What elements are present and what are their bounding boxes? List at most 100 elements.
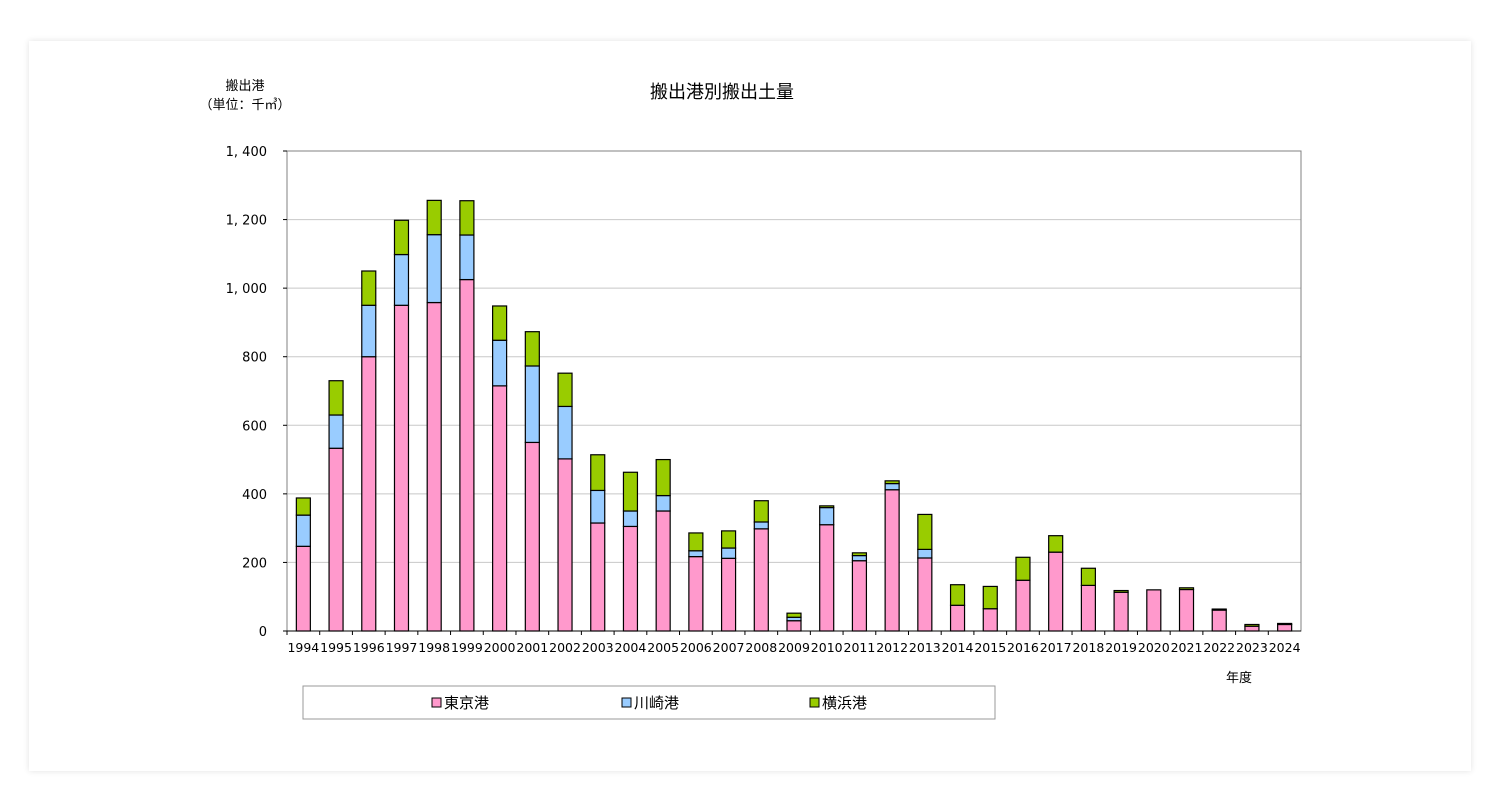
bar-segment [851, 554, 868, 562]
bar-segment [982, 608, 998, 632]
x-tick-label: 2004 [615, 640, 647, 655]
bar-segment [949, 604, 966, 632]
y-tick-label: 1, 400 [226, 145, 267, 160]
bar-segment [1015, 579, 1031, 632]
bar-segment [1113, 589, 1129, 593]
bar-segment [786, 612, 802, 618]
x-tick-label: 2016 [1007, 640, 1039, 655]
bar-segment [1048, 535, 1064, 553]
bar-segment [459, 234, 475, 281]
bar-segment [720, 557, 737, 632]
bar-segment [786, 620, 802, 632]
bar-segment [622, 510, 639, 528]
x-tick-label: 2001 [516, 640, 548, 655]
bar-segment [557, 372, 573, 408]
legend-label: 川崎港 [634, 694, 679, 712]
x-tick-label: 1994 [287, 640, 319, 655]
x-tick-label: 2012 [876, 640, 908, 655]
chart-title: 搬出港別搬出土量 [650, 82, 794, 103]
bar-segment [557, 405, 573, 460]
legend: 東京港 川崎港 横浜港 [431, 694, 867, 712]
legend-swatch [809, 697, 820, 708]
legend-box [302, 685, 996, 720]
legend-swatch [431, 697, 442, 708]
bar-segment [328, 380, 344, 416]
y-tick-label: 1, 000 [226, 282, 267, 297]
bar-segment [1080, 567, 1096, 586]
y-tick-label: 200 [242, 556, 267, 571]
y-axis-label-line1: 搬出港 [225, 79, 264, 94]
bar-segment [393, 219, 410, 256]
bar-segment [949, 584, 966, 606]
x-tick-label: 2019 [1105, 640, 1137, 655]
bar-segment [524, 441, 540, 632]
x-tick-label: 2022 [1203, 640, 1235, 655]
bar-segment [884, 482, 900, 491]
bar-segment [917, 513, 933, 551]
bar-segment [1178, 588, 1195, 632]
bar-segment [1277, 623, 1293, 632]
bar-segment [1113, 591, 1129, 632]
bar-segment [982, 585, 998, 610]
bar-segment [655, 494, 671, 512]
x-tick-labels: 1994 1995 1996 1997 1998 1999 2000 2001 2002 2003… [286, 631, 1301, 655]
bar-segment [688, 555, 704, 632]
bar-segment [426, 301, 442, 632]
bar-segment [328, 414, 344, 449]
bars [295, 199, 1293, 632]
y-tick-label: 800 [242, 351, 267, 366]
bar-segment [753, 528, 769, 632]
y-tick-label: 0 [259, 625, 267, 640]
bar-segment [1178, 587, 1195, 591]
bar-segment [328, 447, 344, 632]
x-tick-label: 2020 [1138, 640, 1170, 655]
bar-segment [917, 548, 933, 559]
bar-segment [819, 506, 835, 526]
x-tick-label: 2023 [1236, 640, 1268, 655]
x-tick-label: 2009 [778, 640, 810, 655]
bar-segment [819, 505, 835, 509]
bar-segment [753, 500, 769, 523]
legend-label: 横浜港 [822, 694, 867, 712]
x-tick-label: 2017 [1040, 640, 1072, 655]
x-tick-label: 1998 [418, 640, 450, 655]
bar-segment [1211, 609, 1227, 632]
bar-segment [459, 278, 475, 632]
x-tick-label: 2015 [974, 640, 1006, 655]
bar-segment [393, 304, 410, 632]
y-tick-labels: 0 200 400 600 800 1, 000 1, 200 1, 400 [226, 145, 287, 640]
x-tick-label: 2006 [680, 640, 712, 655]
bar-segment [492, 305, 508, 341]
bar-segment [361, 304, 377, 358]
bar-segment [1277, 622, 1293, 626]
bar-segment [851, 560, 868, 632]
bar-segment [361, 270, 377, 306]
bar-segment [590, 489, 606, 524]
bar-segment [688, 532, 704, 552]
gridlines [287, 219, 1301, 563]
x-tick-label: 1995 [320, 640, 352, 655]
legend-swatch [621, 697, 632, 708]
x-tick-label: 2005 [647, 640, 679, 655]
bar-segment [524, 331, 540, 367]
bar-segment [884, 480, 900, 485]
bar-segment [426, 199, 442, 236]
bar-segment [361, 356, 377, 632]
bar-segment [524, 365, 540, 444]
x-tick-label: 1997 [386, 640, 418, 655]
bar-segment [557, 458, 573, 632]
bar-segment [492, 385, 508, 632]
bar-segment [295, 514, 311, 547]
bar-segment [590, 522, 606, 632]
bar-segment [655, 510, 671, 632]
bar-segment [720, 530, 737, 549]
x-tick-label: 2000 [484, 640, 516, 655]
x-tick-label: 2013 [909, 640, 941, 655]
x-tick-label: 2010 [811, 640, 843, 655]
bar-segment [393, 253, 410, 306]
y-tick-label: 600 [242, 419, 267, 434]
x-tick-label: 2021 [1171, 640, 1203, 655]
bar-segment [688, 550, 704, 558]
bar-segment [426, 234, 442, 304]
